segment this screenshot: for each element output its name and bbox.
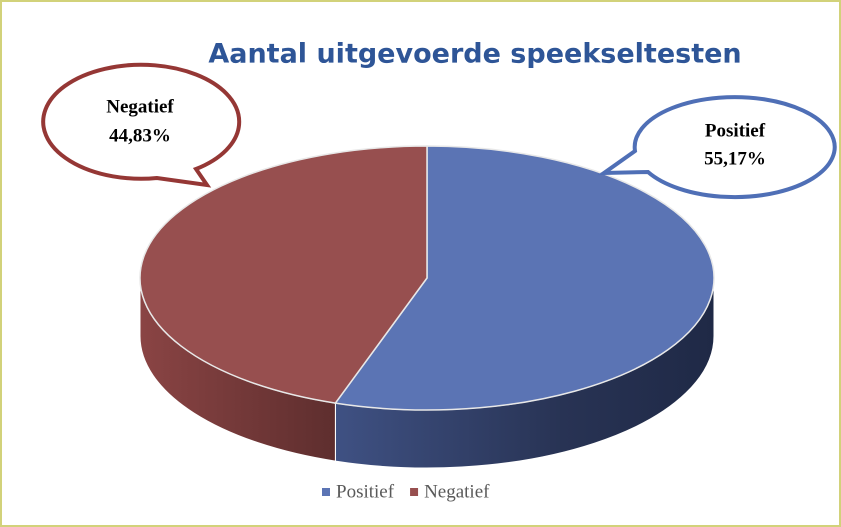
legend-label: Negatief <box>424 481 490 502</box>
legend-marker <box>410 488 419 496</box>
callout-name: Negatief <box>106 96 174 117</box>
legend-label: Positief <box>336 481 395 502</box>
chart-title: Aantal uitgevoerde speekseltesten <box>208 39 741 70</box>
pie-slice <box>334 145 715 411</box>
callout-value: 55,17% <box>704 148 766 169</box>
pie-slice <box>139 145 428 404</box>
legend-marker <box>322 488 330 496</box>
callout-value: 44,83% <box>109 125 171 146</box>
legend: Positief Negatief <box>322 481 490 502</box>
callout-positief <box>597 95 837 200</box>
callout-negatief <box>41 62 242 188</box>
pie <box>139 145 715 469</box>
callout-name: Positief <box>705 120 766 141</box>
